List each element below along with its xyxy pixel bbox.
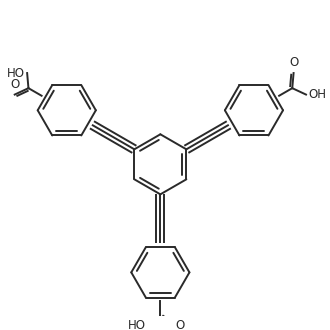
Text: O: O: [175, 319, 184, 330]
Text: O: O: [289, 56, 298, 69]
Text: O: O: [10, 78, 19, 91]
Text: HO: HO: [127, 319, 146, 330]
Text: OH: OH: [309, 88, 327, 101]
Text: HO: HO: [7, 67, 25, 80]
